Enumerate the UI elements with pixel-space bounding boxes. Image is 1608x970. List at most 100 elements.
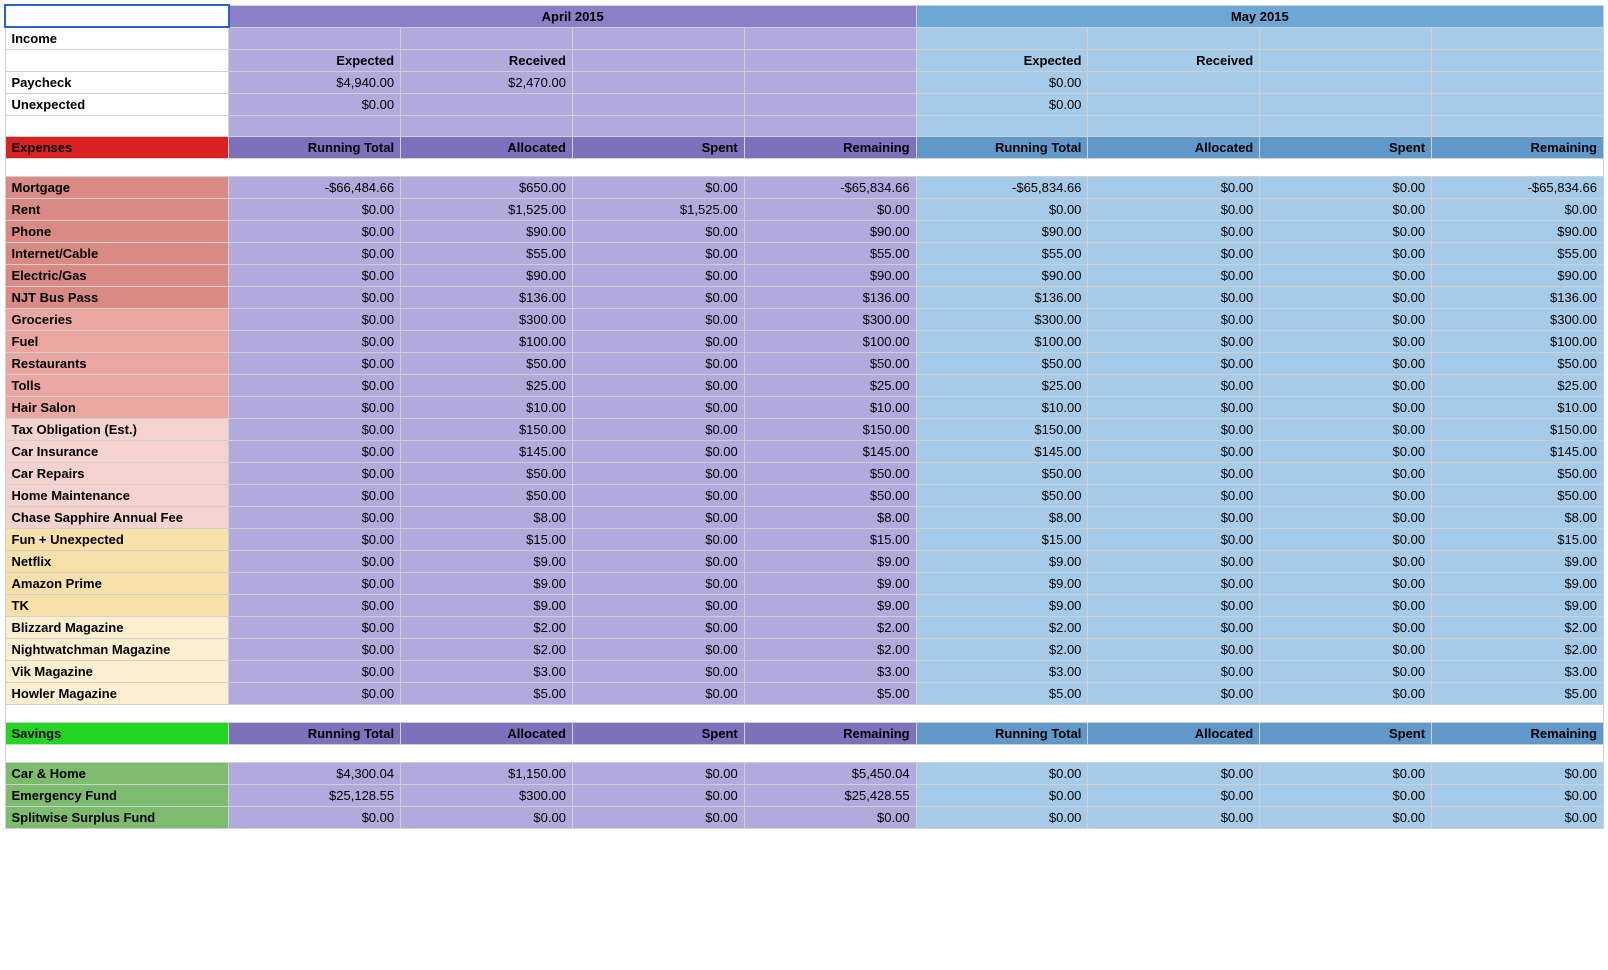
cell[interactable]: $50.00 xyxy=(401,485,573,507)
cell[interactable] xyxy=(572,27,744,50)
cell[interactable]: $0.00 xyxy=(1260,309,1432,331)
cell[interactable]: $0.00 xyxy=(916,785,1088,807)
cell[interactable]: $0.00 xyxy=(229,243,401,265)
col-hdr[interactable]: Remaining xyxy=(744,137,916,159)
cell[interactable]: $0.00 xyxy=(229,463,401,485)
cell[interactable]: $0.00 xyxy=(1088,683,1260,705)
cell[interactable]: $0.00 xyxy=(1260,199,1432,221)
cell[interactable]: $4,300.04 xyxy=(229,763,401,785)
cell[interactable] xyxy=(1432,72,1604,94)
cell[interactable] xyxy=(744,116,916,137)
cell[interactable]: -$66,484.66 xyxy=(229,177,401,199)
expense-row-label[interactable]: Howler Magazine xyxy=(5,683,229,705)
cell[interactable]: $100.00 xyxy=(1432,331,1604,353)
cell[interactable]: $0.00 xyxy=(572,331,744,353)
cell[interactable]: $90.00 xyxy=(401,221,573,243)
cell[interactable]: $0.00 xyxy=(572,763,744,785)
cell[interactable]: $90.00 xyxy=(744,265,916,287)
cell[interactable]: $136.00 xyxy=(401,287,573,309)
cell[interactable]: $25.00 xyxy=(916,375,1088,397)
cell[interactable]: $0.00 xyxy=(1088,177,1260,199)
cell[interactable]: $5.00 xyxy=(1432,683,1604,705)
cell[interactable]: $9.00 xyxy=(401,573,573,595)
col-hdr[interactable]: Remaining xyxy=(1432,723,1604,745)
expense-row-label[interactable]: Internet/Cable xyxy=(5,243,229,265)
cell[interactable] xyxy=(229,27,401,50)
cell[interactable] xyxy=(1260,50,1432,72)
cell[interactable] xyxy=(229,116,401,137)
cell[interactable]: $0.00 xyxy=(572,617,744,639)
cell[interactable]: $0.00 xyxy=(1260,463,1432,485)
col-hdr[interactable]: Remaining xyxy=(744,723,916,745)
cell[interactable]: $0.00 xyxy=(1088,463,1260,485)
cell[interactable]: $0.00 xyxy=(1260,243,1432,265)
cell[interactable]: $0.00 xyxy=(1088,639,1260,661)
expense-row-label[interactable]: Electric/Gas xyxy=(5,265,229,287)
cell[interactable]: $2,470.00 xyxy=(401,72,573,94)
cell[interactable]: $0.00 xyxy=(572,463,744,485)
cell[interactable]: $0.00 xyxy=(1260,331,1432,353)
cell[interactable]: $0.00 xyxy=(1260,507,1432,529)
cell[interactable]: $0.00 xyxy=(572,529,744,551)
col-hdr[interactable]: Spent xyxy=(572,137,744,159)
cell[interactable]: $0.00 xyxy=(229,265,401,287)
cell[interactable]: $0.00 xyxy=(401,807,573,829)
cell[interactable]: $0.00 xyxy=(572,683,744,705)
cell[interactable]: $0.00 xyxy=(1432,199,1604,221)
cell[interactable]: $0.00 xyxy=(1088,529,1260,551)
cell[interactable]: $90.00 xyxy=(916,221,1088,243)
cell[interactable]: $1,525.00 xyxy=(572,199,744,221)
expense-row-label[interactable]: Hair Salon xyxy=(5,397,229,419)
cell[interactable]: $55.00 xyxy=(1432,243,1604,265)
cell[interactable]: $0.00 xyxy=(1260,807,1432,829)
col-hdr[interactable]: Spent xyxy=(572,723,744,745)
cell[interactable]: $0.00 xyxy=(229,661,401,683)
cell[interactable]: $0.00 xyxy=(572,221,744,243)
cell[interactable]: $0.00 xyxy=(1088,661,1260,683)
savings-row-label[interactable]: Car & Home xyxy=(5,763,229,785)
cell[interactable]: $55.00 xyxy=(744,243,916,265)
cell[interactable]: $0.00 xyxy=(1088,221,1260,243)
cell[interactable]: $0.00 xyxy=(1260,529,1432,551)
cell[interactable]: $0.00 xyxy=(229,441,401,463)
cell[interactable]: $25.00 xyxy=(1432,375,1604,397)
cell[interactable]: $8.00 xyxy=(401,507,573,529)
cell[interactable]: $0.00 xyxy=(744,199,916,221)
income-row-label[interactable]: Unexpected xyxy=(5,94,229,116)
cell[interactable]: $300.00 xyxy=(1432,309,1604,331)
cell[interactable]: $0.00 xyxy=(229,639,401,661)
cell[interactable]: $0.00 xyxy=(1088,595,1260,617)
cell[interactable]: $2.00 xyxy=(401,639,573,661)
cell[interactable]: $0.00 xyxy=(229,419,401,441)
cell[interactable]: $0.00 xyxy=(229,287,401,309)
cell[interactable]: $0.00 xyxy=(229,617,401,639)
cell[interactable]: $9.00 xyxy=(916,573,1088,595)
expense-row-label[interactable]: Tolls xyxy=(5,375,229,397)
cell[interactable]: $0.00 xyxy=(229,94,401,116)
cell[interactable] xyxy=(1260,94,1432,116)
cell[interactable]: $55.00 xyxy=(916,243,1088,265)
expense-row-label[interactable]: Phone xyxy=(5,221,229,243)
cell[interactable]: $90.00 xyxy=(744,221,916,243)
cell[interactable]: $300.00 xyxy=(916,309,1088,331)
cell[interactable]: $0.00 xyxy=(572,375,744,397)
cell[interactable]: $2.00 xyxy=(1432,639,1604,661)
cell[interactable]: $136.00 xyxy=(1432,287,1604,309)
cell[interactable]: $10.00 xyxy=(401,397,573,419)
cell[interactable]: $25,128.55 xyxy=(229,785,401,807)
cell[interactable]: $0.00 xyxy=(1260,265,1432,287)
cell[interactable]: $0.00 xyxy=(1088,573,1260,595)
cell[interactable]: $100.00 xyxy=(916,331,1088,353)
cell[interactable]: $3.00 xyxy=(1432,661,1604,683)
cell[interactable]: $0.00 xyxy=(572,243,744,265)
cell[interactable]: $0.00 xyxy=(916,763,1088,785)
cell[interactable]: $50.00 xyxy=(401,463,573,485)
col-hdr[interactable]: Allocated xyxy=(401,723,573,745)
income-section-label[interactable]: Income xyxy=(5,27,229,50)
cell[interactable]: $1,150.00 xyxy=(401,763,573,785)
cell[interactable] xyxy=(744,50,916,72)
cell[interactable]: $8.00 xyxy=(1432,507,1604,529)
cell[interactable]: $9.00 xyxy=(1432,595,1604,617)
cell[interactable]: $55.00 xyxy=(401,243,573,265)
cell[interactable] xyxy=(1432,116,1604,137)
